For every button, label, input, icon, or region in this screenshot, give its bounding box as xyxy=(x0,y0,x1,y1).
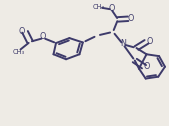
Text: O: O xyxy=(146,37,153,46)
Text: N: N xyxy=(121,39,126,48)
Text: O: O xyxy=(109,4,115,13)
Text: CH₃: CH₃ xyxy=(93,4,105,10)
Text: O: O xyxy=(19,27,25,36)
Text: CH₃: CH₃ xyxy=(13,49,25,55)
Text: O: O xyxy=(40,32,46,41)
Text: O: O xyxy=(144,62,150,71)
Text: O: O xyxy=(128,14,134,23)
